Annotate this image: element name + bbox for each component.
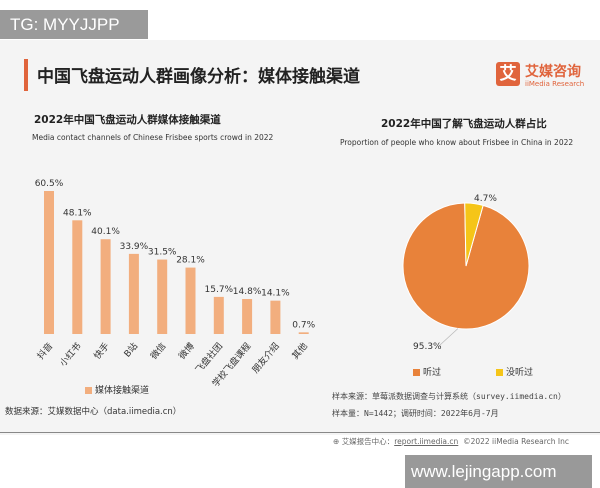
bar-value-label-0: 60.5% (35, 179, 64, 189)
bar-7 (242, 299, 253, 334)
bar-category-label-3: B站 (121, 340, 140, 359)
bar-0 (44, 191, 54, 334)
bar-value-label-6: 15.7% (205, 285, 234, 295)
pie-slice-1 (464, 202, 484, 267)
footer-copyright: ©2022 iiMedia Research Inc (463, 437, 569, 446)
pie-leader-0 (439, 328, 459, 346)
bar-1 (72, 220, 83, 334)
bar-category-label-4: 微信 (148, 340, 169, 362)
bar-legend: 媒体接触渠道 (85, 383, 149, 396)
bar-value-label-5: 28.1% (176, 256, 205, 266)
bar-4 (157, 259, 168, 334)
sample-size: 样本量：N=1442；调研时间：2022年6月-7月 (332, 409, 499, 418)
bar-value-label-9: 0.7% (292, 320, 315, 330)
pie-legend-not-heard: 没听过 (496, 365, 533, 378)
bar-legend-label: 媒体接触渠道 (95, 386, 150, 396)
bar-5 (185, 267, 196, 334)
bar-category-label-6: 飞盘社团 (193, 340, 225, 375)
heard-label: 听过 (423, 368, 442, 378)
bar-value-label-2: 40.1% (91, 227, 120, 237)
bar-value-label-1: 48.1% (63, 208, 92, 218)
bar-category-label-0: 抖音 (35, 340, 56, 362)
watermark-top: TG: MYYJJPP (0, 10, 148, 39)
bar-6 (213, 296, 224, 334)
bar-category-label-9: 其他 (289, 340, 310, 362)
pie-chart-subtitle: Proportion of people who know about Fris… (340, 138, 574, 147)
bar-category-label-1: 小红书 (57, 340, 84, 368)
bar-9 (298, 332, 309, 334)
pie-label-0: 95.3% (413, 342, 442, 352)
logo-text-cn: 艾媒咨询 (525, 64, 581, 80)
footer: ⊕ 艾媒报告中心：report.iimedia.cn ©2022 iiMedia… (333, 436, 569, 447)
bar-value-label-4: 31.5% (148, 248, 177, 258)
heard-swatch (413, 369, 420, 376)
bar-chart-title: 2022年中国飞盘运动人群媒体接触渠道 (34, 114, 221, 126)
pie-chart-title: 2022年中国了解飞盘运动人群占比 (381, 118, 547, 130)
bar-2 (100, 239, 111, 334)
bar-value-label-8: 14.1% (261, 289, 290, 299)
pie-legend-heard: 听过 (413, 365, 441, 378)
bar-category-label-5: 微博 (176, 340, 197, 362)
logo-text-en: iiMedia Research (525, 80, 585, 88)
bar-chart-subtitle: Media contact channels of Chinese Frisbe… (32, 133, 274, 142)
footer-divider (0, 432, 600, 433)
pie-label-1: 4.7% (474, 194, 497, 204)
page-title: 中国飞盘运动人群画像分析：媒体接触渠道 (37, 67, 360, 87)
logo-mark: 艾 (496, 62, 520, 86)
bar-value-label-3: 33.9% (120, 242, 149, 252)
title-accent (24, 59, 28, 91)
not-heard-swatch (496, 369, 503, 376)
sample-source: 样本来源：草莓派数据调查与计算系统（survey.iimedia.cn） (332, 392, 566, 401)
data-source: 数据来源：艾媒数据中心（data.iimedia.cn） (5, 407, 182, 417)
bar-category-label-8: 朋友介绍 (249, 340, 281, 375)
bar-legend-swatch (85, 387, 92, 394)
bar-8 (270, 300, 281, 334)
footer-link[interactable]: report.iimedia.cn (394, 437, 459, 446)
bar-category-label-2: 快手 (91, 340, 112, 362)
bar-value-label-7: 14.8% (233, 287, 262, 297)
bar-3 (128, 253, 139, 334)
not-heard-label: 没听过 (506, 368, 534, 378)
footer-label: 艾媒报告中心： (341, 437, 395, 446)
watermark-bottom: www.lejingapp.com (405, 455, 592, 488)
globe-icon: ⊕ (333, 437, 340, 446)
